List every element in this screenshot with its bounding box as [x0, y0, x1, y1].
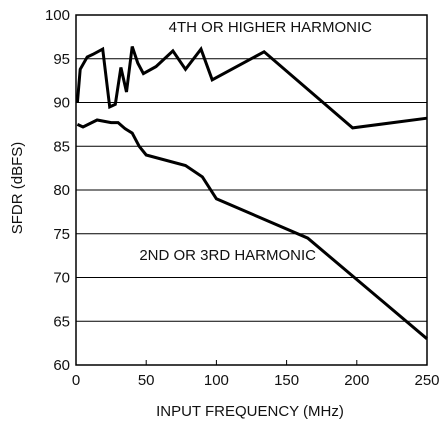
- y-tick-label: 85: [53, 138, 70, 155]
- series-line-low-harmonic: [76, 118, 428, 340]
- x-tick-label: 100: [204, 372, 229, 389]
- x-tick-labels: 0 50 100 150 200 250: [72, 372, 440, 389]
- y-tick-label: 75: [53, 226, 70, 243]
- x-axis-title: INPUT FREQUENCY (MHz): [156, 403, 344, 420]
- x-tick-label: 50: [138, 372, 155, 389]
- y-tick-labels: 60 65 70 75 80 85 90 95 100: [45, 7, 70, 374]
- y-tick-label: 65: [53, 313, 70, 330]
- y-tick-label: 90: [53, 95, 70, 112]
- annotation-low-harmonic: 2ND OR 3RD HARMONIC: [139, 247, 316, 264]
- y-tick-label: 100: [45, 7, 70, 24]
- x-tick-label: 200: [344, 372, 369, 389]
- series-layer: [75, 46, 428, 340]
- y-tick-label: 80: [53, 182, 70, 199]
- y-tick-label: 95: [53, 51, 70, 68]
- x-tick-label: 150: [274, 372, 299, 389]
- y-tick-label: 70: [53, 270, 70, 287]
- y-axis-title: SFDR (dBFS): [9, 142, 26, 235]
- x-tick-label: 250: [414, 372, 439, 389]
- y-tick-label: 60: [53, 357, 70, 374]
- plot-frame: [75, 14, 428, 366]
- series-line-higher-harmonic: [75, 46, 428, 130]
- grid-lines: [75, 58, 428, 365]
- x-tick-label: 0: [72, 372, 80, 389]
- annotation-higher-harmonic: 4TH OR HIGHER HARMONIC: [169, 19, 373, 36]
